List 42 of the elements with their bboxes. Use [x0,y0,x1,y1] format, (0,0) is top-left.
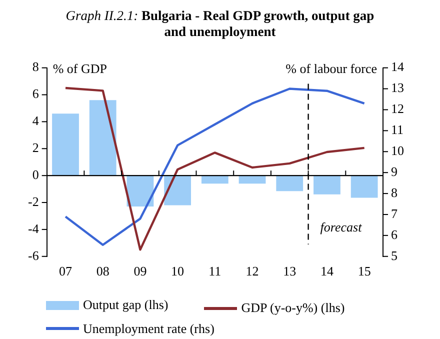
y2-tick-label: 11 [391,122,404,138]
x-tick-label: 15 [358,264,371,279]
y2-tick-label: 13 [391,80,404,96]
y2-tick-label: 5 [391,248,398,263]
x-tick-label: 14 [320,264,334,279]
y2-tick-label: 14 [391,59,404,74]
y2-tick-label: 12 [391,101,404,116]
legend-label: Unemployment rate (rhs) [83,320,214,336]
x-tick-label: 10 [171,264,184,279]
y2-tick-label: 10 [391,143,404,158]
y-tick-label: -6 [28,248,40,263]
bar [276,176,304,192]
bar [238,176,266,184]
y2-tick-label: 7 [391,206,398,221]
y2-tick-label: 9 [391,164,398,179]
ref-line-label: forecast [320,219,362,234]
y2-tick-label: 8 [391,184,398,200]
y-tick-label: -2 [28,194,39,209]
bar [350,176,378,198]
chart-title: Graph II.2.1: Bulgaria - Real GDP growth, output gap and unemployment [66,8,374,39]
y2-axis-title: % of labour force [286,61,378,76]
y-tick-label: -4 [28,220,40,236]
x-tick-label: 07 [59,264,73,279]
bar [201,176,228,184]
y-tick-label: 6 [32,86,40,102]
legend-label: Output gap (lhs) [83,297,168,313]
x-tick-label: 12 [246,264,259,279]
bar [89,100,116,176]
y-tick-label: 4 [32,113,40,128]
y-tick-label: 2 [32,140,39,156]
bar [52,114,79,176]
x-tick-label: 09 [134,264,147,279]
x-tick-label: 13 [283,264,296,279]
y2-tick-label: 6 [391,226,398,242]
bar [164,176,192,206]
y-axis-title: % of GDP [52,61,107,76]
y-tick-label: 8 [32,59,39,74]
x-tick-label: 08 [96,264,110,279]
legend-label: GDP (y-o-y%) (lhs) [241,300,345,316]
y-tick-label: 0 [32,166,39,182]
x-tick-label: 11 [208,264,222,279]
bar [314,176,340,194]
